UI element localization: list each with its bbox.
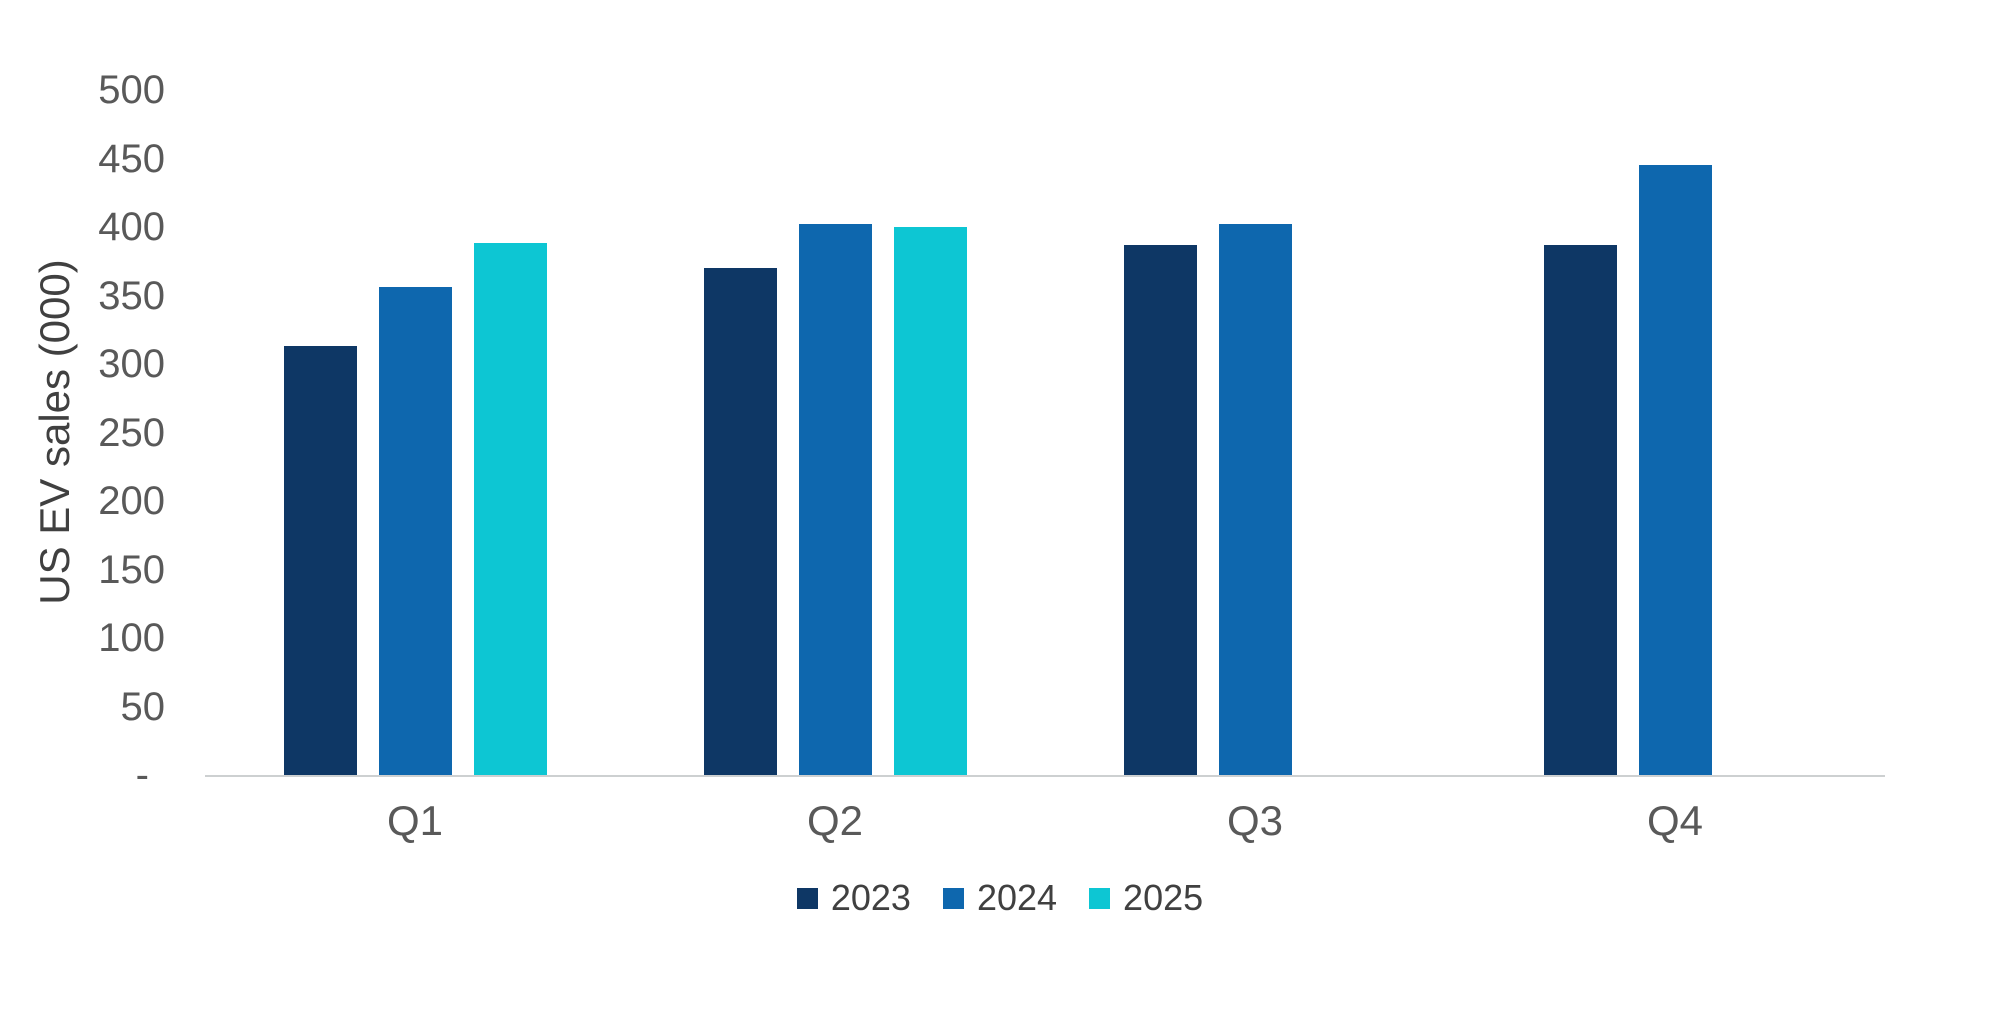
category-slot-q2: [625, 90, 1045, 775]
y-axis-tick-label: 450: [98, 136, 165, 181]
x-axis-labels: Q1 Q2 Q3 Q4: [205, 800, 1885, 842]
legend: 2023 2024 2025: [0, 880, 2000, 916]
y-axis-tick-label: 100: [98, 616, 165, 660]
legend-item-2023: 2023: [796, 877, 911, 918]
bar-2024-q3: [1218, 224, 1292, 775]
bar-2023-q3: [1123, 245, 1197, 775]
x-axis-label-q4: Q4: [1646, 797, 1704, 844]
y-axis-tick-label: 200: [98, 479, 165, 523]
y-axis-tick-label: 50: [120, 684, 166, 729]
x-axis-label-q1: Q1: [386, 797, 444, 844]
category-slot-q3: [1045, 90, 1465, 775]
bars-layer: [205, 90, 1885, 775]
y-axis-tick-label: 400: [98, 205, 165, 249]
legend-swatch-icon: [942, 887, 964, 909]
plot-area: [205, 90, 1885, 777]
legend-label: 2024: [976, 877, 1058, 918]
legend-label: 2023: [830, 877, 911, 918]
legend-swatch-icon: [1089, 887, 1111, 909]
x-axis-label-q3: Q3: [1226, 797, 1284, 844]
y-axis-tick-label: 150: [98, 547, 165, 592]
y-axis-tick-label: 500: [98, 68, 165, 112]
y-axis-tick-label: -: [135, 753, 149, 797]
bar-2023-q1: [283, 346, 357, 775]
category-slot-q1: [205, 90, 625, 775]
bar-2025-q2: [893, 227, 967, 775]
bar-2023-q2: [703, 268, 777, 775]
bar-2024-q4: [1638, 165, 1712, 775]
legend-item-2024: 2024: [942, 877, 1058, 918]
x-axis-label-q2: Q2: [806, 797, 864, 844]
legend-item-2025: 2025: [1089, 880, 1203, 916]
bar-2024-q1: [378, 287, 452, 775]
category-slot-q4: [1465, 90, 1885, 775]
legend-label: 2025: [1123, 877, 1204, 918]
legend-swatch-icon: [796, 887, 818, 909]
y-axis-tick-label: 300: [98, 342, 165, 386]
y-axis-tick-label: 350: [98, 273, 165, 318]
bar-2023-q4: [1543, 245, 1617, 775]
bar-2025-q1: [473, 243, 547, 775]
y-axis-tick-label: 250: [98, 410, 165, 455]
bar-2024-q2: [798, 224, 872, 775]
